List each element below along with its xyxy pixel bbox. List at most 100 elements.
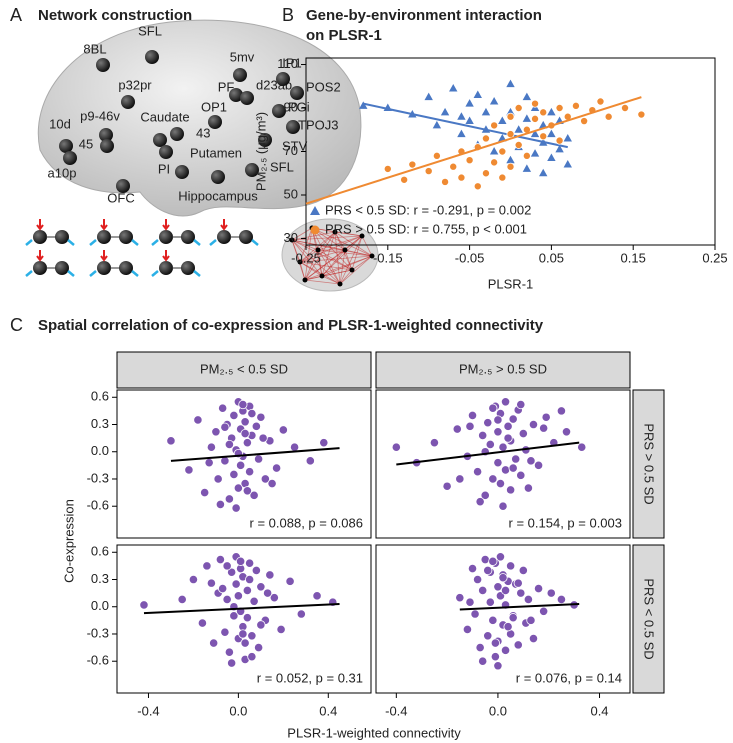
annotation: r = 0.076, p = 0.14 — [516, 670, 622, 685]
x-tick-label: 0.0 — [229, 703, 247, 718]
annotation: r = 0.052, p = 0.31 — [257, 670, 363, 685]
point — [193, 415, 203, 425]
point — [254, 643, 264, 653]
point — [488, 615, 498, 625]
network-edge — [299, 235, 363, 263]
y-tick-label: 30 — [284, 230, 298, 245]
region-node — [276, 72, 290, 86]
region-node — [59, 139, 73, 153]
point — [452, 424, 462, 434]
point — [224, 494, 234, 504]
point — [580, 117, 589, 126]
point — [478, 585, 488, 595]
region-label: PF — [218, 79, 235, 94]
annotation: r = 0.154, p = 0.003 — [509, 515, 622, 530]
motif-node — [97, 261, 111, 275]
point — [296, 609, 306, 619]
network-edge — [304, 255, 373, 281]
legend-label: PRS < 0.5 SD: r = -0.291, p = 0.002 — [325, 202, 531, 217]
motif-arrow — [25, 239, 75, 246]
network-edge — [321, 235, 363, 277]
point — [457, 129, 466, 138]
point — [493, 427, 503, 437]
region-node — [116, 179, 130, 193]
x-tick-label: -0.05 — [455, 250, 485, 265]
point — [513, 640, 523, 650]
point — [242, 585, 252, 595]
point — [539, 168, 548, 177]
fit-line — [170, 447, 340, 462]
region-node — [63, 151, 77, 165]
point — [231, 579, 241, 589]
x-axis-label: PLSR-1 — [488, 276, 534, 291]
network-node — [289, 237, 295, 243]
point — [166, 436, 176, 446]
region-label: PI — [158, 161, 170, 176]
point — [483, 418, 493, 428]
x-tick-label: 0.0 — [489, 703, 507, 718]
strip — [116, 351, 372, 389]
point — [465, 116, 474, 125]
point — [526, 615, 536, 625]
point — [245, 574, 255, 585]
point — [220, 627, 230, 637]
point — [383, 164, 392, 173]
region-label: 5mv — [230, 49, 255, 64]
point — [493, 458, 503, 468]
motif-arrow — [89, 270, 139, 277]
point — [481, 107, 491, 116]
point — [227, 567, 237, 577]
network-edge — [304, 235, 363, 281]
point — [475, 497, 485, 507]
fit-line — [396, 441, 580, 466]
legend-marker — [310, 225, 320, 235]
point — [245, 467, 255, 477]
point — [541, 412, 551, 422]
point — [546, 588, 556, 598]
network-edge — [311, 227, 353, 271]
strip — [632, 544, 665, 694]
motif-arrow — [89, 239, 139, 246]
point — [475, 643, 485, 653]
point — [516, 399, 526, 410]
region-label: POS2 — [306, 79, 341, 94]
network-edge — [334, 231, 341, 285]
row-strip-label: PRS > 0.5 SD — [642, 423, 657, 504]
x-tick-label: -0.25 — [291, 250, 321, 265]
motif-arrow — [36, 219, 44, 231]
region-node — [229, 88, 243, 102]
y-axis-label: PM₂.₅ (μg/m³) — [253, 112, 268, 191]
y-tick-label: -0.6 — [87, 653, 109, 668]
fit-line — [459, 603, 580, 611]
motif-arrow — [100, 250, 108, 262]
point — [522, 151, 531, 160]
point — [483, 565, 493, 576]
point — [481, 134, 490, 143]
region-label: p32pr — [118, 77, 152, 92]
point — [506, 162, 515, 171]
point — [637, 110, 646, 119]
point — [441, 177, 450, 186]
point — [531, 114, 540, 123]
point — [249, 596, 259, 606]
point — [251, 565, 261, 576]
point — [555, 104, 564, 113]
point — [485, 439, 495, 450]
point — [480, 554, 490, 565]
point — [204, 458, 214, 468]
point — [432, 151, 441, 160]
point — [312, 591, 322, 601]
point — [276, 624, 286, 635]
fit-line — [143, 603, 340, 615]
point — [240, 638, 250, 648]
point — [528, 419, 539, 430]
region-node — [208, 115, 222, 129]
legend-marker — [310, 206, 320, 215]
point — [254, 454, 264, 464]
network-edge — [317, 231, 336, 251]
y-tick-label: 0.3 — [91, 571, 109, 586]
y-tick-label: -0.6 — [87, 498, 109, 513]
motif-arrow — [209, 239, 259, 246]
region-node — [121, 95, 135, 109]
fit-line — [363, 102, 568, 149]
